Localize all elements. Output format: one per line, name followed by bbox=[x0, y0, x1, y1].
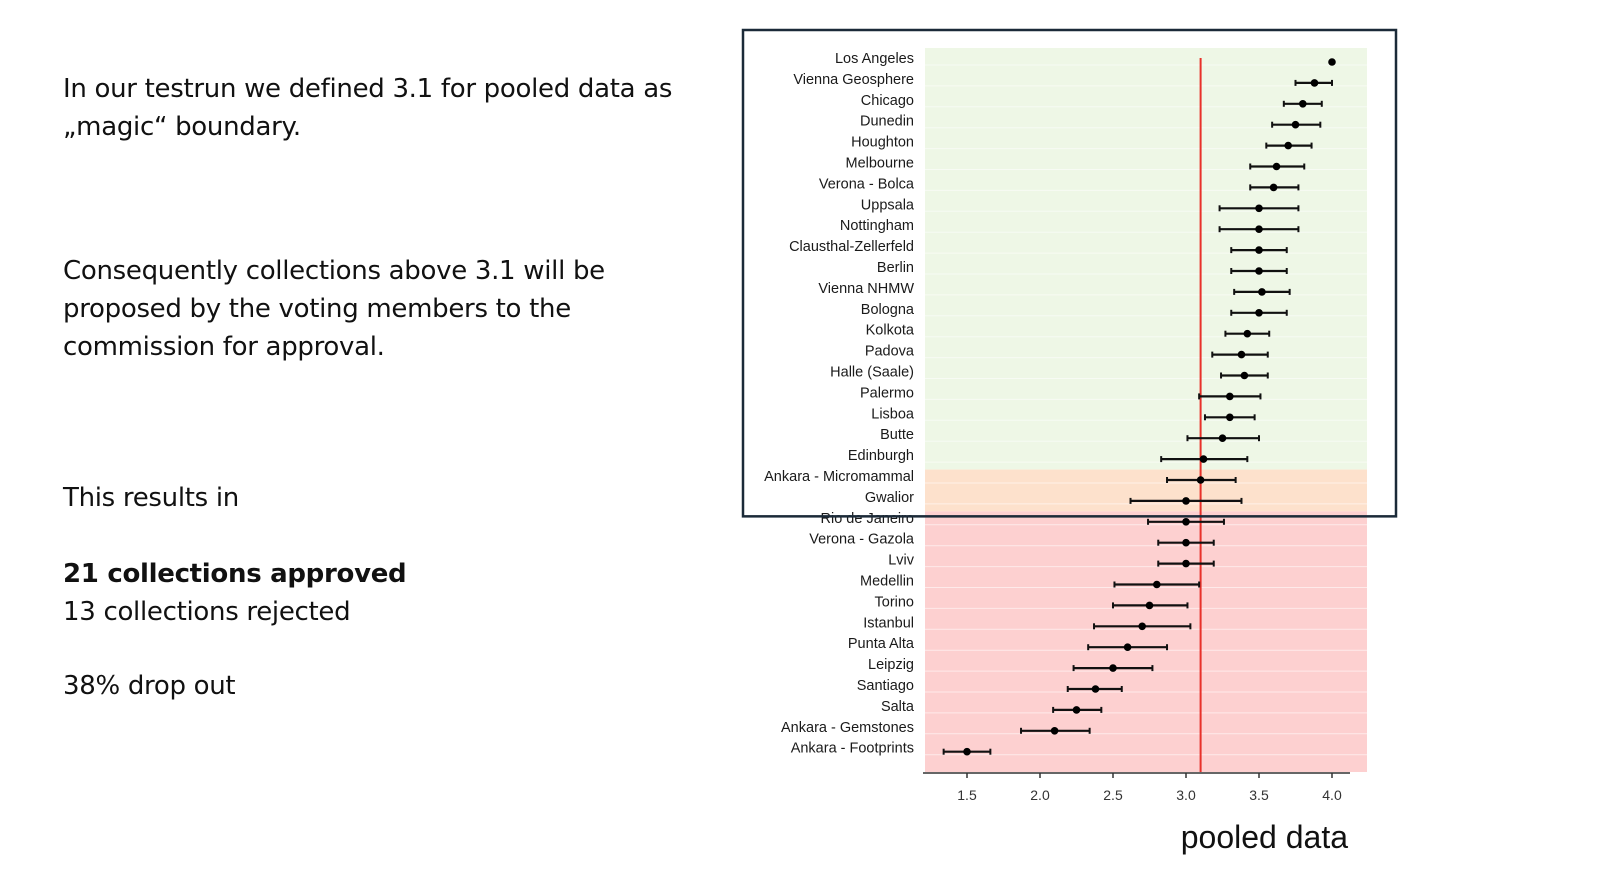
data-point bbox=[1272, 162, 1281, 171]
row-labels: Los Angeles Vienna Geosphere Chicago Dunedi… bbox=[764, 51, 915, 757]
data-point bbox=[1240, 371, 1249, 380]
data-point bbox=[1109, 664, 1117, 672]
row-label: Clausthal-Zellerfeld bbox=[789, 239, 914, 255]
data-point bbox=[1091, 685, 1100, 693]
data-point bbox=[1218, 434, 1227, 443]
data-point bbox=[1291, 120, 1300, 129]
data-point bbox=[1237, 350, 1246, 359]
row-label: Salta bbox=[881, 699, 915, 715]
data-point bbox=[1269, 183, 1278, 192]
consequence-text: Consequently collections above 3.1 will … bbox=[63, 256, 605, 362]
data-point bbox=[1226, 392, 1234, 401]
data-point bbox=[1255, 309, 1263, 317]
row-label: Lisboa bbox=[871, 406, 915, 422]
data-point bbox=[1243, 329, 1252, 338]
x-tick-label: 3.5 bbox=[1249, 787, 1269, 803]
row-label: Gwalior bbox=[865, 490, 914, 506]
data-point bbox=[1182, 538, 1190, 547]
region-approved bbox=[925, 48, 1367, 470]
data-point bbox=[1153, 580, 1161, 589]
row-label: Kolkota bbox=[866, 323, 915, 339]
data-point bbox=[1310, 79, 1319, 87]
row-label: Santiago bbox=[857, 678, 914, 694]
data-point bbox=[1255, 225, 1263, 233]
approved-highlight-box bbox=[741, 28, 1398, 518]
row-label: Melbourne bbox=[845, 156, 914, 172]
data-point bbox=[1072, 706, 1081, 714]
x-axis-title: pooled data bbox=[1181, 819, 1348, 855]
row-label: Punta Alta bbox=[848, 636, 915, 652]
row-label: Chicago bbox=[861, 93, 914, 109]
x-tick-label: 2.0 bbox=[1030, 787, 1050, 803]
data-point bbox=[1255, 204, 1263, 213]
rejected-count-text: 13 collections rejected bbox=[63, 597, 351, 627]
row-label: Halle (Saale) bbox=[830, 365, 914, 381]
data-point bbox=[1182, 497, 1190, 505]
row-label: Torino bbox=[875, 594, 915, 610]
results-intro-text: This results in bbox=[63, 483, 239, 513]
row-label: Palermo bbox=[860, 385, 914, 401]
data-point bbox=[1328, 58, 1336, 66]
data-point bbox=[1138, 622, 1146, 631]
row-label: Lviv bbox=[888, 553, 915, 569]
x-tick-label: 4.0 bbox=[1322, 787, 1342, 803]
row-label: Istanbul bbox=[863, 615, 914, 631]
row-label: Verona - Bolca bbox=[819, 176, 915, 192]
row-label: Verona - Gazola bbox=[809, 532, 915, 548]
data-point bbox=[1226, 413, 1234, 422]
row-label: Ankara - Micromammal bbox=[764, 469, 914, 485]
x-axis: 1.5 2.0 2.5 3.0 3.5 4.0 bbox=[923, 772, 1350, 803]
data-point bbox=[963, 747, 971, 756]
intro-text: In our testrun we defined 3.1 for pooled… bbox=[63, 74, 673, 142]
row-label: Houghton bbox=[851, 135, 914, 151]
data-point bbox=[1255, 267, 1263, 275]
data-points bbox=[963, 58, 1336, 756]
data-point bbox=[1199, 455, 1208, 463]
row-label: Dunedin bbox=[860, 114, 914, 130]
data-point bbox=[1196, 476, 1205, 484]
gridlines bbox=[925, 64, 1367, 756]
data-point bbox=[1299, 100, 1307, 108]
row-label: Ankara - Gemstones bbox=[781, 720, 914, 736]
row-label: Nottingham bbox=[840, 218, 914, 234]
x-tick-label: 1.5 bbox=[957, 787, 977, 803]
row-label: Rio de Janeiro bbox=[821, 511, 915, 527]
plot-regions bbox=[925, 48, 1367, 772]
dropout-text: 38% drop out bbox=[63, 671, 236, 701]
data-point bbox=[1182, 518, 1190, 526]
row-label: Bologna bbox=[861, 302, 915, 318]
data-point bbox=[1182, 559, 1190, 568]
data-point bbox=[1050, 727, 1059, 735]
approved-count-text: 21 collections approved bbox=[63, 559, 407, 589]
row-label: Padova bbox=[865, 344, 915, 360]
data-point bbox=[1123, 643, 1132, 651]
row-label: Butte bbox=[880, 427, 914, 443]
x-tick-label: 2.5 bbox=[1103, 787, 1123, 803]
region-rejected bbox=[925, 511, 1367, 772]
row-label: Uppsala bbox=[861, 197, 915, 213]
x-tick-label: 3.0 bbox=[1176, 787, 1196, 803]
data-point bbox=[1255, 246, 1263, 254]
data-point bbox=[1258, 288, 1266, 296]
row-label: Ankara - Footprints bbox=[791, 741, 914, 757]
row-label: Leipzig bbox=[868, 657, 914, 673]
row-label: Medellin bbox=[860, 574, 914, 590]
row-label: Vienna NHMW bbox=[818, 281, 914, 297]
data-point bbox=[1145, 601, 1154, 610]
region-borderline bbox=[925, 469, 1367, 512]
row-label: Vienna Geosphere bbox=[793, 72, 914, 88]
row-label: Berlin bbox=[877, 260, 914, 276]
data-point bbox=[1284, 141, 1292, 150]
row-label: Los Angeles bbox=[835, 51, 914, 67]
row-label: Edinburgh bbox=[848, 448, 914, 464]
